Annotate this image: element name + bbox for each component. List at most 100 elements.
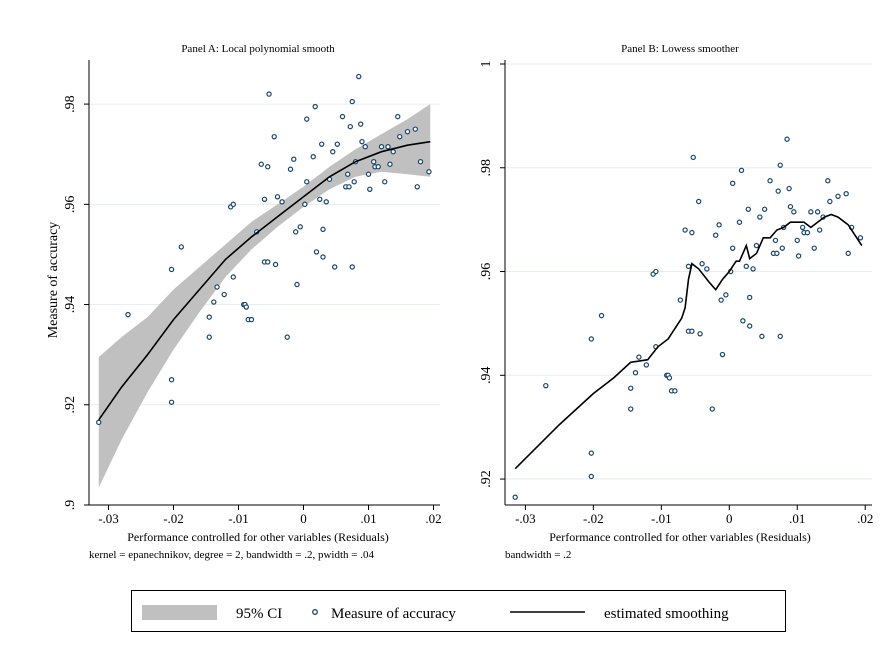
panel-b-data-point — [709, 406, 715, 412]
panel-b-data-point — [682, 227, 688, 233]
panel-a-data-point — [395, 113, 401, 120]
legend-content: 95% CI Measure of accuracy estimated smo… — [142, 605, 729, 622]
panel-a-data-point — [168, 266, 175, 273]
panel-a-data-point — [382, 179, 388, 185]
panel-b-data-point — [689, 229, 695, 236]
panel-b-data-point — [636, 354, 642, 360]
panel-a-data-point — [375, 164, 381, 170]
panel-b-data-point — [795, 253, 802, 259]
panel-a-data-point — [125, 311, 131, 318]
panel-b-x-tick-label: -.01 — [651, 511, 672, 526]
panel-a-data-point — [320, 226, 326, 233]
panel-b-data-point — [794, 237, 800, 244]
panel-a-x-tick-label: .01 — [360, 511, 376, 526]
legend: 95% CI Measure of accuracy estimated smo… — [131, 590, 786, 632]
panel-a-data-point — [349, 98, 355, 105]
panel-a-data-point — [358, 121, 364, 127]
panel-a-data-point — [339, 113, 346, 120]
panel-b-data-point — [808, 209, 814, 215]
panel-b-data-point — [716, 222, 722, 228]
panel-b-data-point — [786, 185, 792, 192]
panel-a-data-point — [312, 103, 318, 110]
panel-a-data-point — [320, 254, 326, 260]
panel-b-data-point — [750, 266, 756, 272]
panel-a-data-point — [412, 126, 418, 132]
panel-a-data-point — [417, 159, 424, 165]
panel-b-data-point — [677, 297, 684, 303]
panel-a-data-point — [362, 143, 368, 150]
panel-a-data-point — [206, 334, 212, 340]
panel-a-data-point — [265, 259, 271, 265]
panel-b-data-point — [746, 323, 753, 329]
panel-b-x-tick-label: -.02 — [583, 511, 604, 526]
panel-a-data-point — [367, 186, 373, 192]
panel-b-data-point — [804, 229, 811, 236]
panel-a-data-point — [426, 169, 432, 175]
panel-a-data-point — [302, 201, 308, 208]
panel-a-data-point — [248, 316, 255, 323]
panel-a-data-point — [323, 199, 329, 205]
panel-b-data-point — [745, 206, 752, 212]
panel-b-data-point — [723, 292, 729, 298]
panel-a-y-tick-label: .96 — [63, 196, 78, 214]
panel-b-data-point — [712, 232, 719, 238]
panel-b-data-point — [628, 406, 634, 412]
panel-a-data-point — [230, 274, 236, 280]
panel-b-data-point — [704, 266, 710, 272]
panel-a-title: Panel A: Local polynomial smooth — [181, 43, 335, 55]
panel-a-x-tick-label: -.02 — [163, 511, 184, 526]
panel-a-smoothing-line — [98, 140, 431, 421]
panel-a-data-point — [291, 156, 297, 162]
panel-b-data-point — [746, 294, 753, 301]
panel-b-data-point — [598, 312, 605, 319]
panel-b-data-point — [699, 261, 705, 267]
panel-b-data-point — [588, 450, 595, 456]
panel-b-data-point — [543, 382, 549, 389]
panel-a-data-point — [387, 161, 393, 167]
panel-a-data-point — [365, 171, 372, 177]
panel-a-data-point — [356, 73, 362, 80]
panel-b-data-point — [825, 178, 831, 184]
panel-a-x-tick-label: 0 — [300, 511, 307, 526]
panel-a-data-point — [284, 334, 290, 340]
panel-b-data-point — [718, 297, 724, 303]
panel-b-data-point — [791, 209, 797, 215]
legend-marker-label: Measure of accuracy — [331, 606, 456, 622]
panel-a-data-point — [351, 179, 357, 185]
panel-a-data-point — [206, 314, 212, 320]
panel-a-data-point — [258, 161, 264, 167]
panel-b-y-tick-label: .94 — [479, 367, 494, 385]
panel-a-data-point — [349, 264, 355, 270]
panel-a-data-point — [317, 196, 323, 203]
panel-a-data-point — [313, 249, 320, 255]
panel-a-y-tick-label: .9 — [63, 500, 78, 511]
panel-b-data-point — [784, 136, 790, 142]
panel-a-data-point — [279, 199, 285, 205]
panel-a-data-point — [347, 123, 353, 130]
panel-a-data-point — [261, 196, 268, 203]
panel-b-data-point — [787, 203, 794, 210]
panel-b-data-point — [672, 388, 678, 394]
panel-a-data-point — [319, 141, 325, 147]
panel-b-data-point — [697, 331, 703, 337]
panel-a-data-point — [214, 284, 220, 290]
legend-line-label: estimated smoothing — [604, 606, 729, 622]
panel-a-data-point — [332, 264, 338, 270]
panel-b-data-point — [779, 245, 785, 251]
panel-b-data-point — [743, 263, 749, 270]
panel-a-data-point — [297, 224, 303, 230]
panel-b-data-point — [811, 245, 817, 251]
panel-b-data-point — [628, 385, 634, 391]
panel-b-data-point — [857, 235, 864, 241]
panel-a-x-tick-label: -.01 — [228, 511, 249, 526]
panel-b-data-point — [588, 336, 595, 342]
panel-b-data-point — [816, 227, 823, 233]
panel-b-data-point — [759, 333, 765, 340]
legend-ci-label: 95% CI — [236, 606, 282, 622]
panel-b-data-point — [777, 333, 783, 340]
panel-b-smoothing-line — [514, 213, 863, 470]
panel-b-data-point — [643, 362, 650, 368]
panel-b-data-point — [695, 198, 702, 205]
panel-b-data-point — [835, 193, 841, 199]
